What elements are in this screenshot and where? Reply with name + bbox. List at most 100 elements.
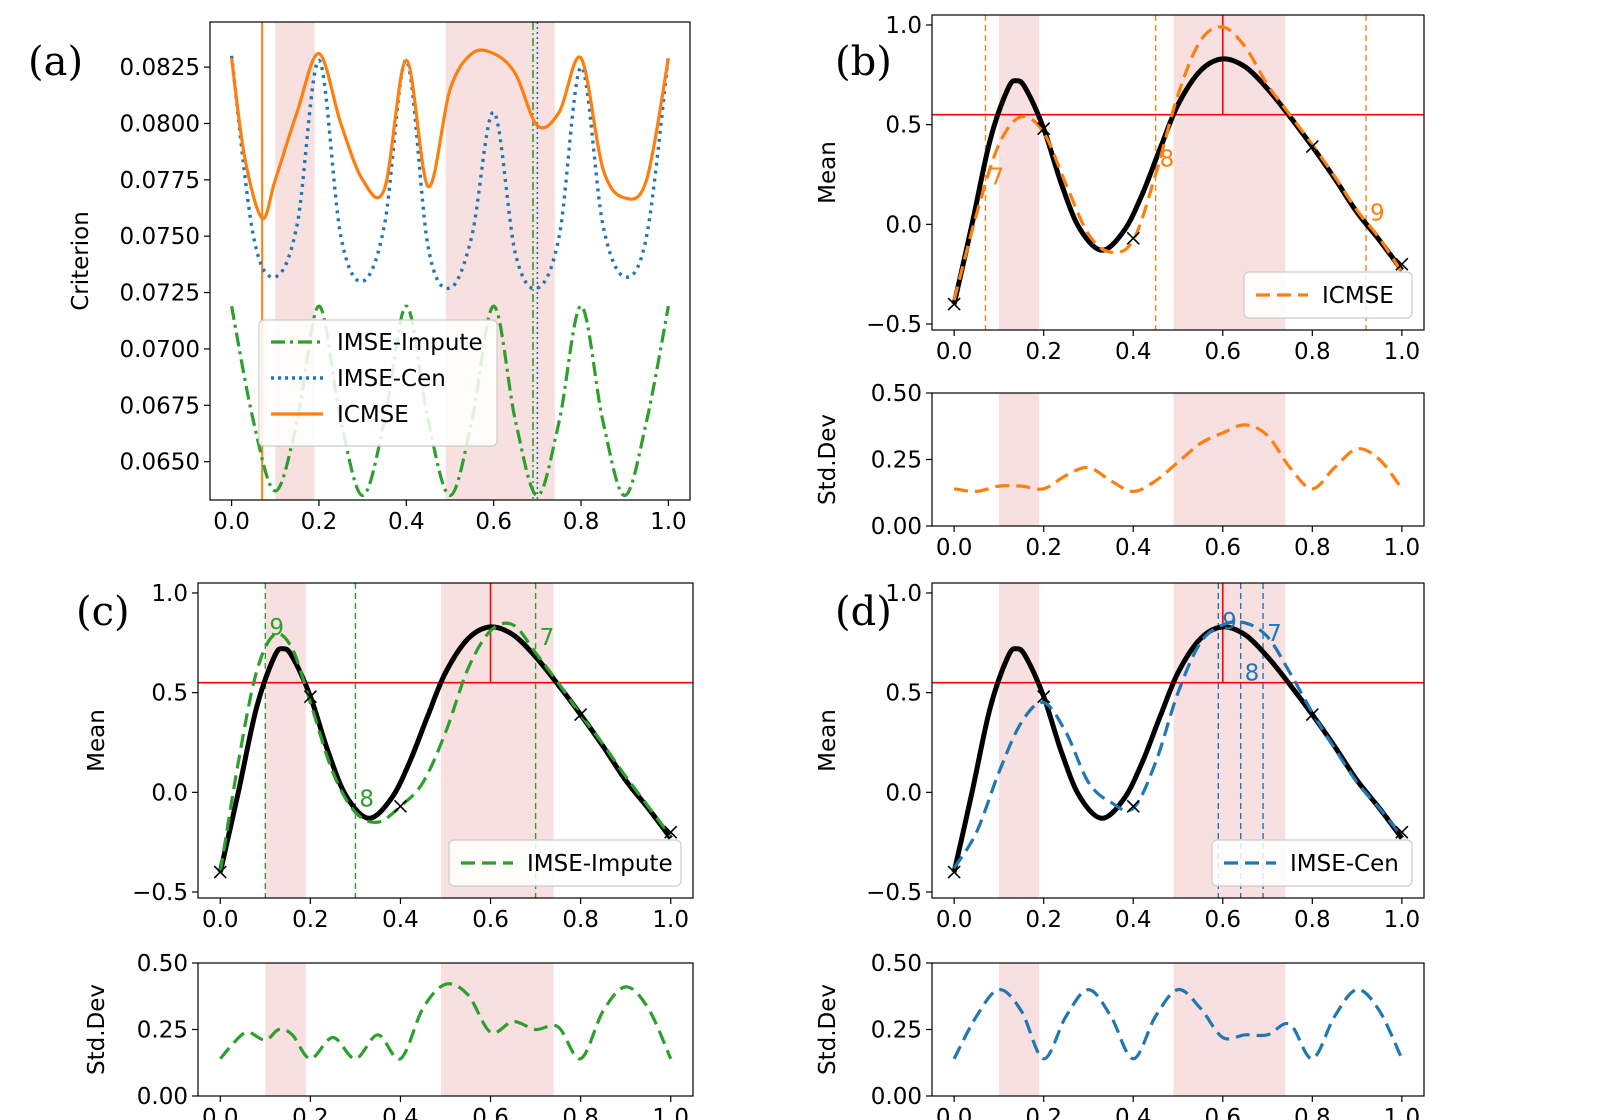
observation-marker <box>393 799 408 813</box>
panel-label: (a) <box>28 39 83 85</box>
legend-d: IMSE-Cen <box>1211 839 1413 887</box>
x-tick-label: 0.8 <box>562 907 599 933</box>
x-tick-label: 0.2 <box>1025 535 1062 561</box>
series-imse-cen <box>229 55 671 291</box>
x-tick-label: 0.2 <box>1025 907 1062 933</box>
x-tick-label: 0.8 <box>1294 535 1331 561</box>
axes-frame-b <box>931 14 1425 331</box>
y-tick-label: 0.0675 <box>120 393 200 419</box>
legend-label: ICMSE <box>337 402 409 428</box>
y-tick-label: 0.0725 <box>120 281 200 307</box>
observation-marker <box>1305 708 1319 722</box>
y-tick-label: 0.00 <box>871 1084 922 1110</box>
legend-label: IMSE-Impute <box>527 851 673 877</box>
x-tick-label: 0.0 <box>936 907 973 933</box>
y-tick-label: 0.0650 <box>120 450 200 476</box>
y-tick-label: 0.0 <box>885 780 922 806</box>
selection-label: 9 <box>1370 200 1385 226</box>
y-axis-label: Criterion <box>68 211 94 311</box>
shaded-region <box>998 15 1040 330</box>
x-tick-label: 0.6 <box>472 1105 509 1120</box>
legend-label: ICMSE <box>1322 283 1394 309</box>
y-tick-label: 1.0 <box>885 13 922 39</box>
x-tick-label: 0.2 <box>292 907 329 933</box>
x-tick-label: 0.4 <box>382 907 419 933</box>
x-tick-label: 0.4 <box>382 1105 419 1120</box>
x-tick-label: 0.4 <box>388 509 425 535</box>
axes-frame-a <box>209 21 691 501</box>
panel-b-std: 0.0 0.2 0.4 0.6 0.8 1.0 0.00 0.25 0.50 Std.Dev <box>815 381 1425 561</box>
x-tick-label: 0.6 <box>472 907 509 933</box>
y-axis-label: Mean <box>815 141 841 204</box>
shaded-region <box>265 963 306 1096</box>
legend-label: IMSE-Cen <box>1290 851 1399 877</box>
series-imse-impute <box>219 982 673 1061</box>
selection-label: 7 <box>989 164 1004 190</box>
observation-marker <box>664 825 678 839</box>
selection-label: 8 <box>359 786 374 812</box>
y-tick-label: 0.50 <box>137 951 188 977</box>
x-tick-label: 0.8 <box>562 1105 599 1120</box>
y-tick-label: −0.5 <box>866 312 922 338</box>
observation-marker <box>574 708 588 722</box>
plot-area-d-std <box>952 963 1404 1096</box>
x-tick-label: 1.0 <box>652 1105 689 1120</box>
x-tick-label: 0.0 <box>936 1105 973 1120</box>
observation-marker <box>213 865 227 879</box>
plot-area-b <box>932 15 1424 330</box>
observation-marker <box>947 865 961 879</box>
legend-box <box>1211 839 1413 887</box>
shaded-region <box>1173 393 1286 526</box>
legend-box <box>1243 271 1413 319</box>
x-tick-label: 1.0 <box>1384 535 1421 561</box>
x-tick-label: 1.0 <box>1384 339 1421 365</box>
panel-label: (c) <box>76 589 130 635</box>
panel-d-std: 0.0 0.2 0.4 0.6 0.8 1.0 0.00 0.25 0.50 Std.Dev <box>815 951 1425 1120</box>
y-tick-label: 0.5 <box>151 681 188 707</box>
observation-marker <box>1037 122 1051 136</box>
observation-marker <box>1395 257 1409 271</box>
x-tick-label: 0.0 <box>936 535 973 561</box>
x-tick-label: 0.6 <box>1204 535 1241 561</box>
x-tick-label: 1.0 <box>650 509 687 535</box>
shaded-region <box>998 393 1040 526</box>
shaded-region <box>998 963 1040 1096</box>
y-tick-label: 0.00 <box>871 514 922 540</box>
x-tick-label: 0.8 <box>563 509 600 535</box>
shaded-region <box>998 583 1040 898</box>
series-icmse <box>230 48 670 220</box>
x-tick-label: 0.0 <box>213 509 250 535</box>
series-icmse <box>952 25 1404 301</box>
x-tick-label: 0.6 <box>1204 339 1241 365</box>
observation-marker <box>1037 690 1051 704</box>
y-tick-label: 0.25 <box>871 1018 922 1044</box>
y-axis-label: Std.Dev <box>815 984 841 1075</box>
plot-area-c-std <box>219 963 673 1096</box>
legend-b: ICMSE <box>1243 271 1413 319</box>
x-tick-label: 0.6 <box>1204 907 1241 933</box>
y-tick-label: 0.50 <box>871 951 922 977</box>
plot-area-b-std <box>953 393 1404 526</box>
selection-label: 8 <box>1245 661 1260 687</box>
x-tick-label: 0.4 <box>1115 1105 1152 1120</box>
y-tick-label: 1.0 <box>151 581 188 607</box>
y-axis-label: Mean <box>815 709 841 772</box>
observation-marker <box>947 297 961 311</box>
observation-marker <box>1305 140 1319 154</box>
panel-a: 0.0 0.2 0.4 0.6 0.8 1.0 0.0650 0.0675 0.0700 0.07… <box>28 21 691 535</box>
x-tick-label: 0.2 <box>292 1105 329 1120</box>
legend-label: IMSE-Impute <box>337 330 483 356</box>
y-tick-label: 0.5 <box>885 681 922 707</box>
observation-marker <box>303 690 317 704</box>
axes-frame-c <box>197 582 694 899</box>
y-tick-label: 0.0 <box>151 780 188 806</box>
shaded-region <box>1173 963 1286 1096</box>
x-tick-label: 1.0 <box>1384 907 1421 933</box>
x-tick-label: 1.0 <box>652 907 689 933</box>
legend-box <box>448 839 682 887</box>
legend-label: IMSE-Cen <box>337 366 446 392</box>
x-tick-label: 0.2 <box>1025 339 1062 365</box>
y-axis-label: Mean <box>84 709 110 772</box>
series-imse-impute <box>218 621 672 873</box>
